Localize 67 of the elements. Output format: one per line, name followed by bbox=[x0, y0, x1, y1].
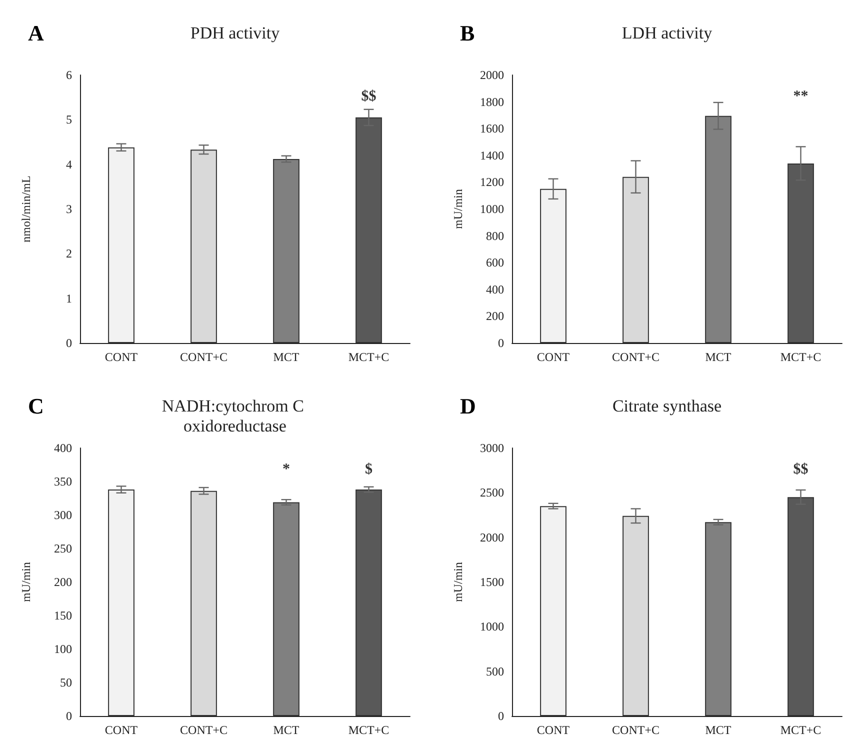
y-tick-label: 3000 bbox=[480, 441, 504, 455]
chart-title: PDH activity bbox=[190, 24, 280, 42]
y-tick-label: 250 bbox=[54, 542, 72, 556]
y-tick-label: 100 bbox=[54, 642, 72, 656]
y-tick-label: 6 bbox=[66, 68, 72, 82]
text: D bbox=[460, 394, 476, 418]
x-tick-label: MCT bbox=[273, 723, 300, 737]
y-tick-label: 0 bbox=[498, 709, 504, 723]
y-tick-label: 1500 bbox=[480, 575, 504, 589]
y-tick-label: 0 bbox=[498, 336, 504, 350]
x-tick-label: MCT bbox=[273, 350, 300, 364]
x-tick-label: CONT+C bbox=[612, 723, 660, 737]
x-tick-label: MCT+C bbox=[348, 350, 390, 364]
y-tick-label: 0 bbox=[66, 709, 72, 723]
y-tick-label: 1600 bbox=[480, 122, 504, 136]
y-tick-label: 400 bbox=[54, 441, 72, 455]
x-tick-label: MCT bbox=[705, 350, 732, 364]
y-tick-label: 600 bbox=[486, 256, 504, 270]
y-tick-label: 2000 bbox=[480, 530, 504, 544]
y-tick-label: 200 bbox=[486, 309, 504, 324]
chart-title: LDH activity bbox=[622, 24, 713, 42]
y-tick-label: 1800 bbox=[480, 94, 504, 109]
y-axis-title: mU/min bbox=[19, 562, 33, 602]
y-tick-label: 3 bbox=[66, 202, 72, 216]
y-tick-label: 1 bbox=[66, 291, 72, 306]
annotation: ** bbox=[793, 88, 808, 104]
x-tick-label: CONT+C bbox=[180, 723, 228, 737]
y-tick-label: 4 bbox=[66, 157, 72, 172]
y-tick-label: 0 bbox=[66, 336, 72, 350]
x-tick-label: CONT bbox=[104, 723, 138, 737]
x-tick-label: CONT bbox=[104, 350, 138, 364]
y-tick-label: 500 bbox=[486, 664, 504, 678]
text: B bbox=[460, 20, 475, 46]
y-axis-title: nmol/min/mL bbox=[19, 176, 33, 242]
y-tick-label: 200 bbox=[54, 575, 72, 589]
y-tick-label: 50 bbox=[60, 676, 72, 690]
x-tick-label: CONT+C bbox=[180, 350, 228, 364]
y-axis-title: mU/min bbox=[451, 562, 465, 602]
y-tick-label: 800 bbox=[486, 228, 504, 243]
text: C bbox=[28, 394, 44, 418]
x-tick-label: MCT+C bbox=[780, 723, 822, 737]
y-tick-label: 1000 bbox=[480, 620, 504, 634]
y-tick-label: 150 bbox=[54, 608, 72, 622]
y-tick-label: 2000 bbox=[480, 68, 504, 82]
y-tick-label: 1000 bbox=[480, 202, 504, 216]
y-axis-title: mU/min bbox=[451, 188, 465, 230]
annotation: $$ bbox=[793, 462, 809, 478]
y-tick-label: 400 bbox=[486, 282, 504, 296]
x-tick-label: CONT+C bbox=[612, 350, 660, 364]
y-tick-label: 1200 bbox=[480, 175, 504, 190]
chart-title: Citrate synthase bbox=[612, 396, 722, 416]
x-tick-label: CONT bbox=[536, 723, 570, 737]
annotation: $$ bbox=[361, 88, 377, 104]
y-tick-label: 350 bbox=[54, 474, 72, 488]
x-tick-label: CONT bbox=[536, 350, 570, 364]
y-tick-label: 300 bbox=[54, 508, 72, 522]
x-tick-label: MCT+C bbox=[780, 350, 822, 364]
annotation: * bbox=[282, 462, 290, 478]
x-tick-label: MCT+C bbox=[348, 723, 390, 737]
y-tick-label: 2 bbox=[66, 246, 72, 261]
annotation: $ bbox=[365, 462, 373, 478]
y-tick-label: 2500 bbox=[480, 486, 504, 500]
y-tick-label: 5 bbox=[66, 112, 72, 127]
x-tick-label: MCT bbox=[705, 723, 732, 737]
text: A bbox=[28, 20, 44, 46]
chart-title: NADH:cytochrom C oxidoreductase bbox=[162, 396, 308, 436]
y-tick-label: 1400 bbox=[480, 148, 504, 162]
